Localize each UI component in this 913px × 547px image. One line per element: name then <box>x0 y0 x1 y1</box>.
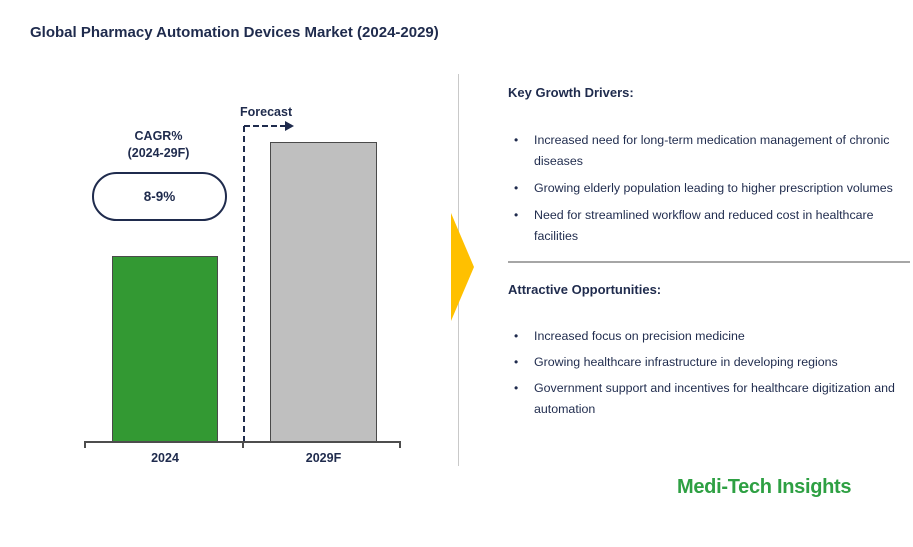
bar-2024 <box>112 256 218 442</box>
list-item: Need for streamlined workflow and reduce… <box>508 205 910 247</box>
x-axis-tick <box>84 441 86 448</box>
section-divider <box>508 261 910 263</box>
attractive-opportunities-heading: Attractive Opportunities: <box>508 282 662 297</box>
cagr-value: 8-9% <box>143 189 176 204</box>
list-item: Increased focus on precision medicine <box>508 326 910 347</box>
list-item: Growing healthcare infrastructure in dev… <box>508 352 910 373</box>
forecast-arrowhead-icon <box>285 121 294 131</box>
x-label-2029f: 2029F <box>305 451 342 465</box>
forecast-annotation-label: Forecast <box>240 105 293 119</box>
forecast-dashed-line-horizontal <box>244 125 286 127</box>
x-label-2024: 2024 <box>151 451 179 465</box>
attractive-opportunities-list: Increased focus on precision medicine Gr… <box>508 326 910 420</box>
x-axis-tick <box>242 441 244 448</box>
bar-chart: Forecast CAGR% (2024-29F) 8-9% 2024 2029… <box>75 105 401 465</box>
x-axis-tick <box>399 441 401 448</box>
cagr-label-line1: CAGR% <box>134 129 183 143</box>
yellow-flow-arrow-icon <box>451 213 474 321</box>
insights-panel: Key Growth Drivers: Increased need for l… <box>508 85 910 425</box>
key-growth-drivers-heading: Key Growth Drivers: <box>508 85 634 100</box>
page-title: Global Pharmacy Automation Devices Marke… <box>30 24 439 41</box>
medi-tech-insights-logo: Medi-Tech Insights <box>677 476 852 498</box>
cagr-label: CAGR% (2024-29F) <box>75 128 242 162</box>
key-growth-drivers-list: Increased need for long-term medication … <box>508 130 910 247</box>
cagr-label-line2: (2024-29F) <box>127 146 190 160</box>
forecast-dashed-line-vertical <box>243 126 245 442</box>
list-item: Government support and incentives for he… <box>508 378 910 420</box>
cagr-value-pill: 8-9% <box>92 172 227 221</box>
list-item: Growing elderly population leading to hi… <box>508 178 910 199</box>
list-item: Increased need for long-term medication … <box>508 130 910 172</box>
bar-2029f <box>270 142 377 442</box>
